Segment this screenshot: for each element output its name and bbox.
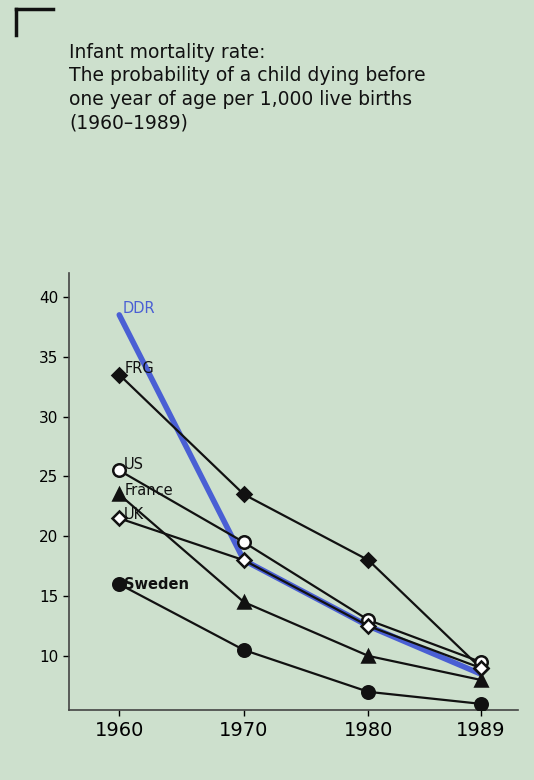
Text: one year of age per 1,000 live births: one year of age per 1,000 live births bbox=[69, 90, 413, 108]
Text: Infant mortality rate:: Infant mortality rate: bbox=[69, 43, 266, 62]
Text: FRG: FRG bbox=[124, 361, 154, 376]
Text: The probability of a child dying before: The probability of a child dying before bbox=[69, 66, 426, 85]
Text: DDR: DDR bbox=[123, 301, 155, 317]
Text: UK: UK bbox=[124, 507, 144, 523]
Text: France: France bbox=[124, 484, 173, 498]
Text: Sweden: Sweden bbox=[124, 576, 189, 592]
Text: (1960–1989): (1960–1989) bbox=[69, 113, 189, 132]
Text: US: US bbox=[124, 457, 144, 472]
